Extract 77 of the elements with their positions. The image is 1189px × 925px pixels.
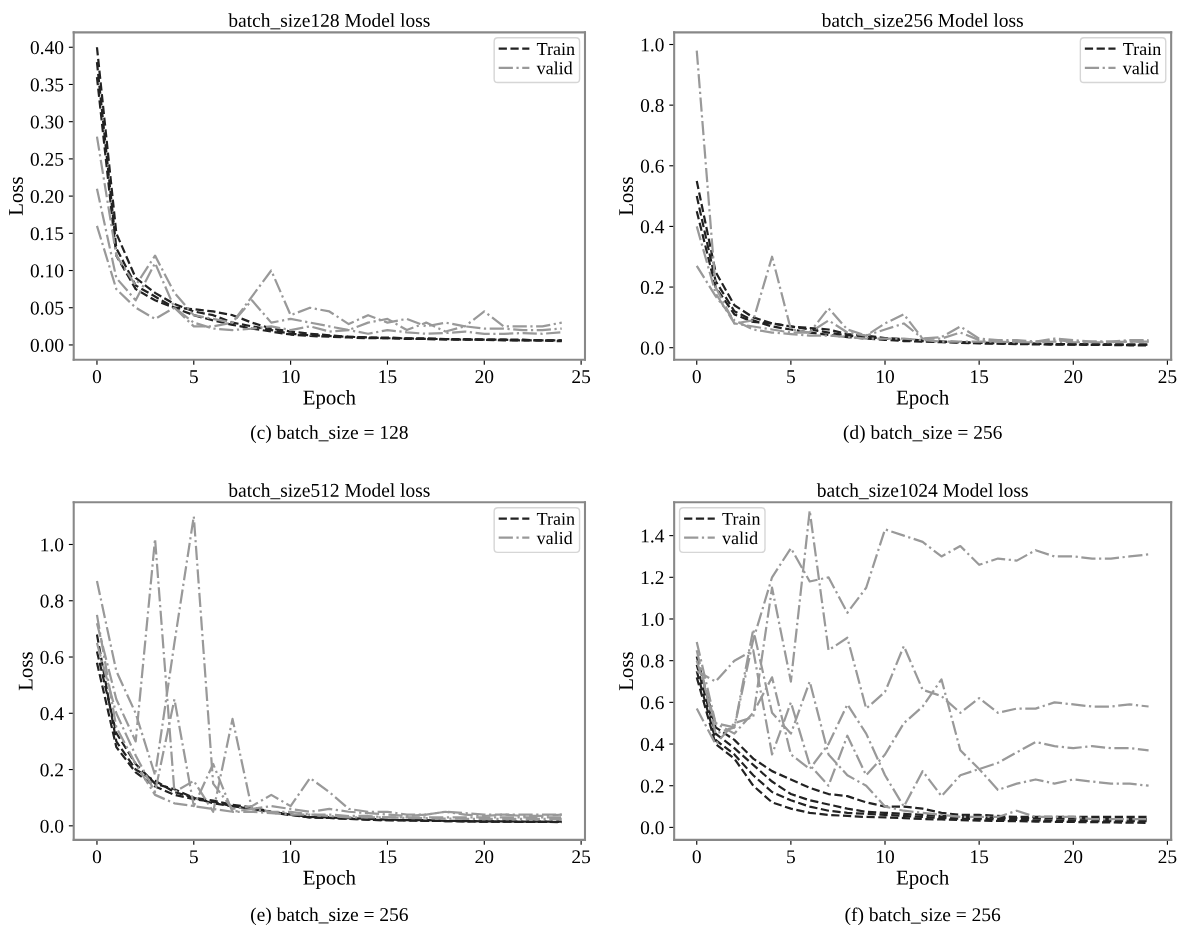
y-tick-label: 0.05 (30, 301, 64, 315)
legend-label: valid (1122, 61, 1159, 75)
x-tick-label: 15 (971, 850, 989, 864)
y-tick-label: 0.6 (640, 696, 664, 710)
y-tick-label: 0.4 (640, 737, 665, 752)
x-tick-label: 15 (379, 370, 397, 384)
x-tick-label: 5 (190, 370, 198, 384)
y-tick-label: 0.10 (30, 264, 64, 278)
x-tick-label: 10 (877, 850, 894, 864)
x-tick-label: 20 (1064, 850, 1083, 864)
y-tick-label: 0.2 (640, 280, 664, 295)
y-tick-label: 0.2 (40, 763, 63, 777)
x-tick-label: 10 (282, 850, 300, 864)
y-tick-label: 0.00 (30, 338, 64, 352)
y-tick-label: 0.8 (640, 98, 664, 113)
y-tick-label: 0.15 (30, 227, 64, 241)
x-tick-label: 20 (475, 370, 494, 384)
x-axis-title: Epoch (896, 870, 949, 889)
y-tick-label: 0.25 (30, 152, 64, 166)
x-tick-label: 25 (1158, 850, 1177, 864)
x-tick-label: 0 (92, 850, 102, 864)
text: (d) batch_size = 256 (843, 425, 1002, 443)
y-tick-label: 0.8 (40, 594, 64, 608)
y-tick-label: 0.0 (40, 819, 64, 833)
y-tick-label: 0.8 (640, 654, 664, 668)
text: (f) batch_size = 256 (845, 907, 1001, 925)
x-tick-label: 15 (971, 370, 989, 384)
legend-label: Train (1123, 42, 1161, 56)
legend-label: Train (722, 512, 761, 526)
y-axis-title: Loss (619, 652, 634, 691)
x-tick-label: 10 (877, 370, 894, 384)
x-tick-label: 0 (692, 370, 701, 384)
y-tick-label: 1.0 (641, 38, 664, 52)
x-axis-title: Epoch (303, 389, 356, 409)
y-tick-label: 0.0 (640, 341, 664, 355)
x-tick-label: 5 (190, 850, 198, 864)
y-axis-title: Loss (619, 177, 634, 216)
y-tick-label: 0.2 (640, 779, 664, 793)
y-tick-label: 1.4 (641, 529, 665, 543)
y-tick-label: 0.20 (30, 189, 64, 204)
y-tick-label: 0.0 (640, 821, 664, 835)
x-tick-label: 25 (1158, 370, 1177, 384)
y-tick-label: 0.6 (40, 650, 64, 665)
y-tick-label: 1.0 (41, 538, 64, 552)
y-tick-label: 0.6 (640, 159, 664, 173)
y-axis-title: Loss (9, 177, 23, 216)
y-tick-label: 0.40 (30, 41, 64, 55)
x-tick-label: 5 (787, 850, 795, 864)
x-axis-title: Epoch (896, 389, 949, 409)
x-tick-label: 20 (1064, 370, 1083, 384)
y-tick-label: 1.2 (641, 571, 664, 585)
chart-title: batch_size128 Model loss (228, 13, 430, 30)
legend-label: Train (536, 512, 575, 526)
y-tick-label: 1.0 (641, 612, 664, 627)
legend-label: valid (536, 531, 573, 545)
text: (c) batch_size = 128 (251, 425, 408, 443)
x-tick-label: 10 (282, 370, 300, 384)
x-tick-label: 0 (92, 370, 102, 384)
x-tick-label: 25 (572, 370, 591, 384)
x-tick-label: 15 (379, 850, 397, 864)
x-tick-label: 25 (572, 850, 591, 864)
chart-title: batch_size512 Model loss (228, 483, 430, 500)
y-tick-label: 0.4 (640, 220, 665, 234)
chart-title: batch_size256 Model loss (821, 13, 1023, 30)
y-tick-label: 0.35 (30, 78, 64, 92)
x-axis-title: Epoch (303, 870, 356, 889)
legend-label: valid (722, 531, 758, 545)
y-tick-label: 0.4 (40, 707, 64, 721)
y-tick-label: 0.30 (30, 115, 64, 129)
legend-label: valid (536, 61, 573, 75)
x-tick-label: 0 (692, 850, 701, 864)
x-tick-label: 20 (475, 850, 494, 864)
legend-label: Train (536, 42, 575, 56)
x-tick-label: 5 (787, 370, 795, 384)
chart-title: batch_size1024 Model loss (816, 483, 1028, 500)
text: (e) batch_size = 256 (251, 907, 408, 925)
y-axis-title: Loss (18, 652, 33, 691)
